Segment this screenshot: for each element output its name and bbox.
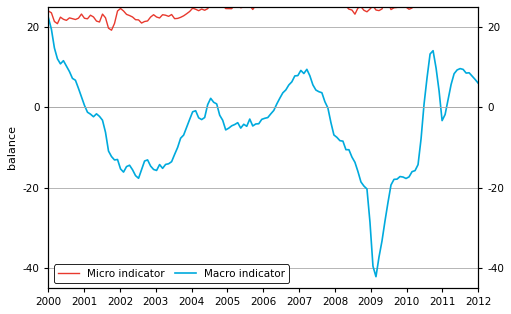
Macro indicator xyxy=(400,175,406,179)
Micro indicator xyxy=(355,6,361,10)
Micro indicator xyxy=(400,1,406,4)
Macro indicator xyxy=(373,275,379,279)
Micro indicator xyxy=(180,14,187,18)
Macro indicator xyxy=(76,86,82,90)
Micro indicator xyxy=(111,22,118,25)
Micro indicator xyxy=(108,28,114,32)
Y-axis label: balance: balance xyxy=(7,126,17,170)
Line: Macro indicator: Macro indicator xyxy=(49,18,478,277)
Macro indicator xyxy=(475,81,481,85)
Micro indicator xyxy=(45,9,52,13)
Micro indicator xyxy=(394,6,400,9)
Macro indicator xyxy=(352,160,358,164)
Macro indicator xyxy=(108,155,114,159)
Macro indicator xyxy=(45,16,52,20)
Legend: Micro indicator, Macro indicator: Micro indicator, Macro indicator xyxy=(54,264,289,283)
Line: Micro indicator: Micro indicator xyxy=(49,0,478,30)
Macro indicator xyxy=(394,177,400,181)
Macro indicator xyxy=(177,136,183,140)
Micro indicator xyxy=(76,16,82,20)
